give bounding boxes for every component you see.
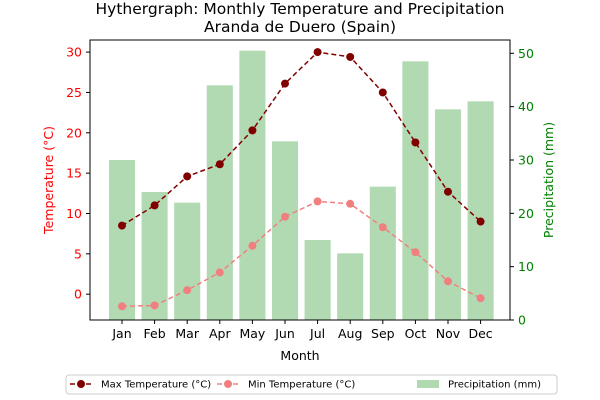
series-point-1 (444, 277, 452, 286)
y-right-tick-label: 20 (518, 206, 534, 221)
series-point-0 (183, 172, 192, 181)
y-axis-left-label: Temperature (°C) (41, 126, 56, 235)
precip-bar-oct (402, 61, 429, 320)
y-right-tick-label: 50 (518, 46, 534, 61)
precip-bar-feb (141, 192, 168, 320)
precip-bar-nov (434, 109, 462, 320)
x-tick-label: May (239, 326, 265, 341)
precip-bar-jun (271, 141, 299, 320)
series-point-0 (215, 160, 224, 169)
precip-bar-jan (108, 160, 136, 320)
precip-bar-dec (467, 101, 494, 320)
plot-frame (89, 39, 511, 321)
series-point-1 (248, 241, 257, 250)
y-left-tick-label: 10 (66, 206, 82, 221)
series-point-1 (183, 286, 192, 295)
x-tick-label: Aug (338, 326, 362, 341)
y-right-tick-label: 40 (518, 99, 534, 114)
y-right-tick-label: 0 (518, 313, 526, 328)
legend-marker-1 (224, 380, 232, 388)
series-point-0 (411, 138, 420, 147)
series-point-1 (378, 223, 387, 232)
x-axis-label: Month (280, 348, 319, 363)
temperature-lines (118, 48, 485, 311)
x-tick-label: Jan (111, 326, 131, 341)
legend: Max Temperature (°C) Min Temperature (°C)… (65, 374, 558, 395)
y-left-tick-label: 5 (74, 246, 82, 261)
legend-label-2: Precipitation (mm) (448, 380, 541, 391)
series-point-0 (150, 201, 159, 210)
precip-bar-may (239, 50, 266, 321)
x-tick-label: Nov (436, 326, 461, 341)
series-point-0 (378, 88, 387, 97)
precip-bar-apr (206, 85, 233, 320)
series-point-1 (150, 301, 159, 310)
x-tick-label: Jun (274, 326, 295, 341)
y-left-tick-label: 30 (66, 45, 82, 60)
y-right-tick-label: 10 (518, 259, 534, 274)
y-left-tick-label: 15 (66, 166, 82, 181)
series-point-0 (313, 48, 322, 57)
x-tick-label: Dec (468, 326, 492, 341)
precipitation-bars (108, 50, 494, 321)
series-point-1 (313, 197, 322, 206)
series-point-1 (215, 268, 224, 277)
series-point-1 (476, 294, 485, 303)
precip-bar-jul (304, 240, 331, 320)
legend-swatch-2 (417, 380, 439, 388)
legend-box (65, 374, 558, 395)
x-tick-label: Mar (175, 326, 199, 341)
precip-bar-mar (174, 202, 201, 320)
series-point-0 (346, 52, 355, 61)
legend-marker-0 (77, 380, 85, 388)
series-point-0 (444, 187, 452, 196)
legend-label-1: Min Temperature (°C) (248, 380, 355, 391)
series-line-1 (121, 200, 481, 308)
x-tick-label: Apr (209, 326, 231, 341)
y-axis-right-label: Precipitation (mm) (541, 122, 556, 238)
x-tick-label: Sep (371, 326, 395, 341)
chart-title-line2: Aranda de Duero (Spain) (204, 18, 396, 36)
x-tick-label: Jul (309, 326, 325, 341)
series-point-0 (118, 221, 126, 230)
axis-ticks: Jan Feb Mar Apr May Jun Jul Aug Sep Oct Nov Dec 0 5 10… (66, 45, 534, 341)
series-point-0 (476, 217, 485, 226)
series-line-0 (121, 51, 482, 227)
series-point-1 (281, 212, 289, 221)
chart-title-line1: Hythergraph: Monthly Temperature and Pre… (96, 0, 505, 18)
precip-bar-aug (337, 253, 364, 320)
legend-label-0: Max Temperature (°C) (101, 380, 211, 391)
y-left-tick-label: 20 (66, 125, 82, 140)
y-left-tick-label: 25 (66, 85, 82, 100)
series-point-1 (346, 199, 355, 208)
precip-bar-sep (369, 186, 396, 320)
x-tick-label: Feb (144, 326, 166, 341)
series-point-1 (118, 302, 126, 311)
series-point-0 (281, 79, 289, 88)
series-point-0 (248, 126, 257, 135)
y-right-tick-label: 30 (518, 153, 534, 168)
series-point-1 (411, 248, 420, 257)
x-tick-label: Oct (405, 326, 427, 341)
y-left-tick-label: 0 (74, 287, 82, 302)
